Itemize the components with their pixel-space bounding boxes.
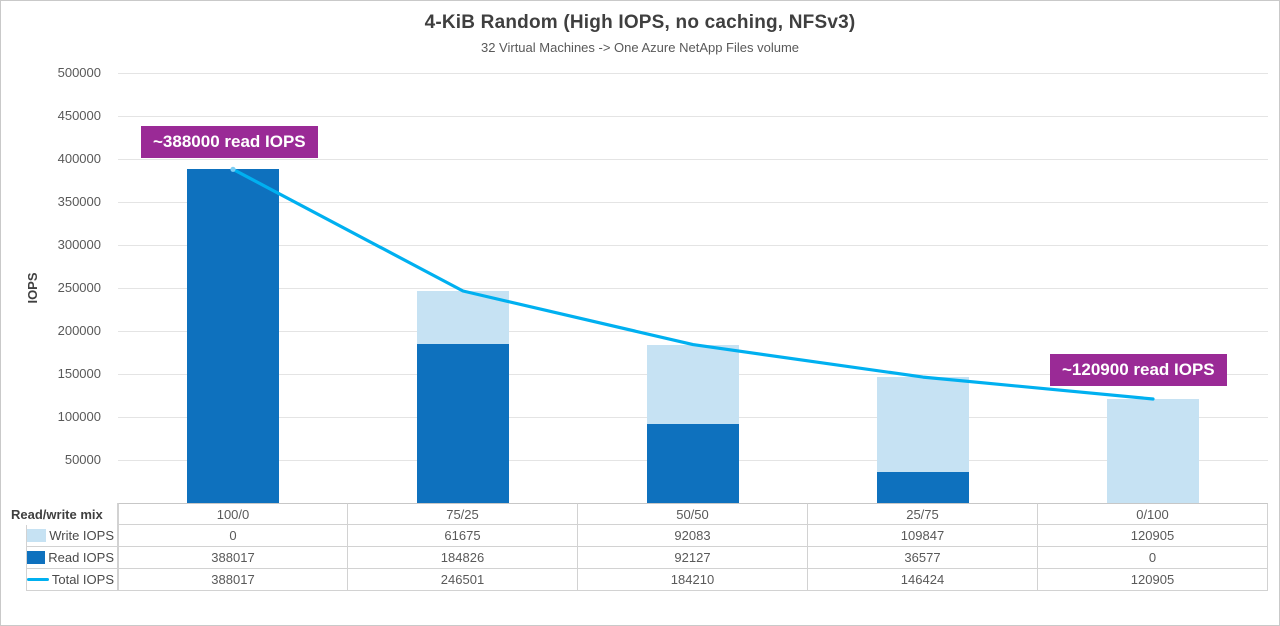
y-axis-tick-label: 100000 — [57, 409, 101, 424]
data-table: Read/write mix 100/0 75/25 50/50 25/75 0/100 W… — [3, 503, 1268, 591]
total-iops-value-cell: 146424 — [808, 569, 1038, 591]
category-header-cell: 25/75 — [808, 503, 1038, 525]
chart-subtitle: 32 Virtual Machines -> One Azure NetApp … — [480, 40, 800, 55]
category-header-cell: 0/100 — [1038, 503, 1268, 525]
write-iops-legend-swatch — [27, 529, 47, 542]
total-iops-legend-label: Total IOPS — [51, 572, 114, 587]
write-iops-value-cell: 109847 — [808, 525, 1038, 547]
gridline — [118, 159, 1268, 160]
gridline — [118, 116, 1268, 117]
plot-area — [118, 73, 1268, 503]
total-iops-line — [230, 166, 1155, 401]
annotation-low-read-iops: ~120900 read IOPS — [1050, 354, 1227, 386]
category-header-cell: 100/0 — [118, 503, 348, 525]
read-iops-bar — [877, 471, 969, 503]
read-iops-value-cell: 388017 — [118, 547, 348, 569]
total-iops-legend-cell: Total IOPS — [3, 569, 118, 591]
write-iops-value-cell: 0 — [118, 525, 348, 547]
write-iops-legend-label: Write IOPS — [49, 528, 114, 543]
write-iops-bar — [647, 344, 739, 424]
gridline — [118, 245, 1268, 246]
y-axis-tick-label: 50000 — [64, 452, 101, 467]
read-iops-legend-cell: Read IOPS — [3, 547, 118, 569]
read-iops-legend-swatch — [27, 551, 46, 564]
y-axis-tick-label: 450000 — [57, 108, 101, 123]
table-corner-label: Read/write mix — [3, 503, 118, 525]
line-start-marker — [230, 166, 236, 172]
read-iops-legend-label: Read IOPS — [48, 550, 114, 565]
gridline — [118, 73, 1268, 74]
y-axis-tick-label: 350000 — [57, 194, 101, 209]
annotation-high-read-iops: ~388000 read IOPS — [141, 126, 318, 158]
gridline — [118, 331, 1268, 332]
write-iops-value-cell: 61675 — [348, 525, 578, 547]
total-iops-value-cell: 184210 — [578, 569, 808, 591]
write-iops-value-cell: 92083 — [578, 525, 808, 547]
write-iops-bar — [1107, 399, 1199, 503]
write-iops-legend-cell: Write IOPS — [3, 525, 118, 547]
read-iops-value-cell: 184826 — [348, 547, 578, 569]
write-iops-bar — [417, 291, 509, 344]
gridline — [118, 288, 1268, 289]
total-iops-legend-swatch — [27, 578, 49, 581]
y-axis-tick-label: 300000 — [57, 237, 101, 252]
write-iops-value-cell: 120905 — [1038, 525, 1268, 547]
y-axis-tick-label: 400000 — [57, 151, 101, 166]
y-axis-tick-label: 150000 — [57, 366, 101, 381]
read-iops-value-cell: 0 — [1038, 547, 1268, 569]
y-axis-tick-label: 250000 — [57, 280, 101, 295]
read-iops-value-cell: 92127 — [578, 547, 808, 569]
write-iops-bar — [877, 377, 969, 472]
y-axis-tick-label: 200000 — [57, 323, 101, 338]
chart-title: 4-KiB Random (High IOPS, no caching, NFS… — [424, 12, 856, 33]
read-iops-value-cell: 36577 — [808, 547, 1038, 569]
category-header-cell: 50/50 — [578, 503, 808, 525]
category-header-cell: 75/25 — [348, 503, 578, 525]
gridline — [118, 202, 1268, 203]
read-iops-bar — [187, 169, 279, 503]
total-iops-value-cell: 120905 — [1038, 569, 1268, 591]
read-iops-bar — [417, 344, 509, 503]
y-axis-tick-label: 500000 — [57, 65, 101, 80]
total-iops-value-cell: 388017 — [118, 569, 348, 591]
read-iops-bar — [647, 423, 739, 503]
total-iops-value-cell: 246501 — [348, 569, 578, 591]
